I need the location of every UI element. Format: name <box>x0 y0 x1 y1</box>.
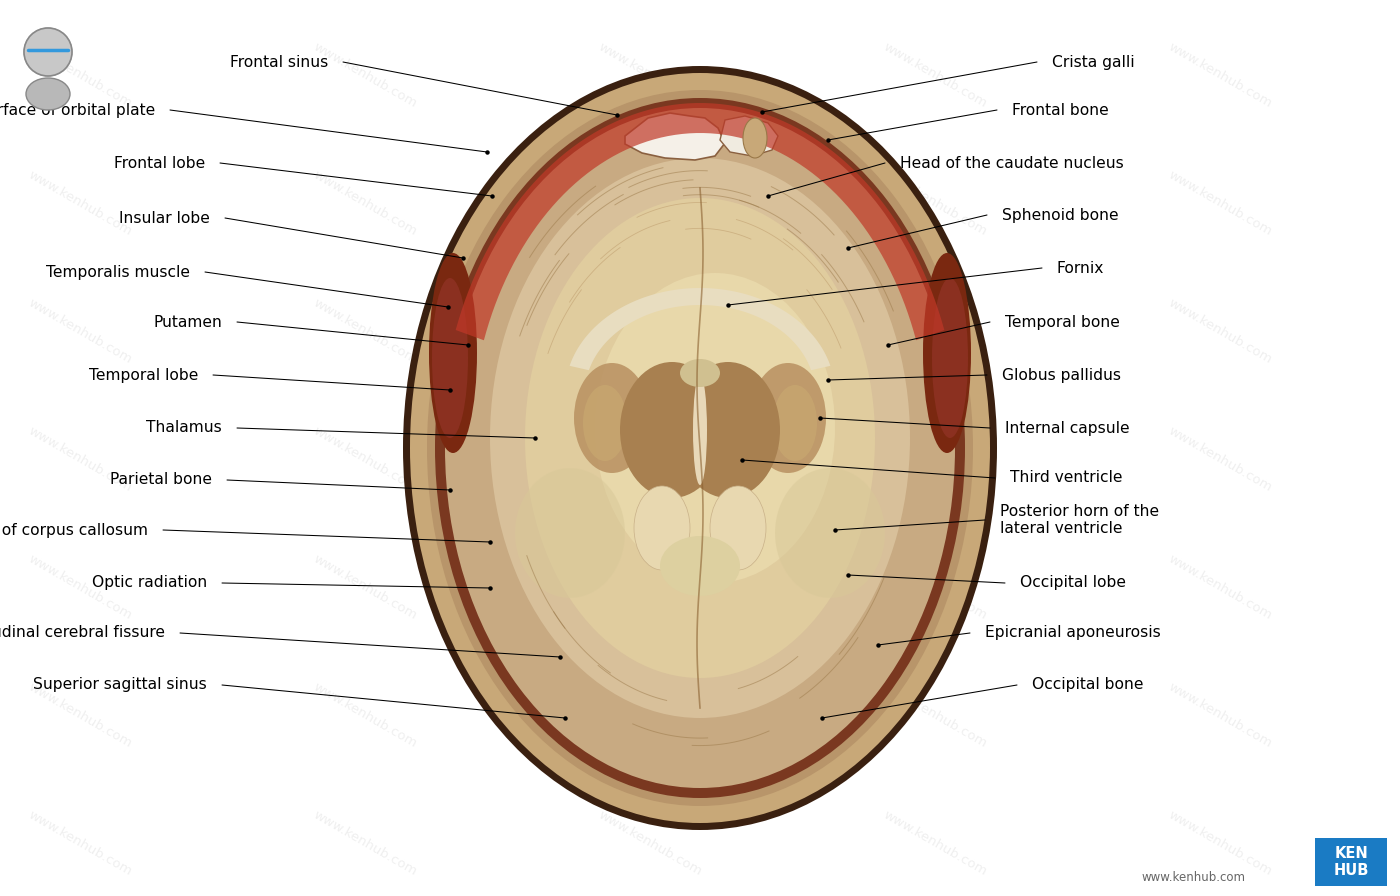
Ellipse shape <box>515 468 624 598</box>
Text: www.kenhub.com: www.kenhub.com <box>1166 680 1274 750</box>
Ellipse shape <box>773 385 818 461</box>
Text: Thalamus: Thalamus <box>146 420 223 435</box>
Text: www.kenhub.com: www.kenhub.com <box>881 296 990 366</box>
Text: Globus pallidus: Globus pallidus <box>1002 367 1121 383</box>
Text: Temporalis muscle: Temporalis muscle <box>46 264 190 280</box>
Text: www.kenhub.com: www.kenhub.com <box>1166 552 1274 622</box>
Text: Frontal sinus: Frontal sinus <box>230 55 328 70</box>
Ellipse shape <box>595 273 834 583</box>
Text: Putamen: Putamen <box>153 314 223 330</box>
Text: www.kenhub.com: www.kenhub.com <box>1166 40 1274 110</box>
Text: www.kenhub.com: www.kenhub.com <box>25 808 134 878</box>
Ellipse shape <box>750 363 826 473</box>
Text: Fornix: Fornix <box>1057 261 1105 275</box>
Ellipse shape <box>743 118 767 158</box>
Text: www.kenhub.com: www.kenhub.com <box>881 552 990 622</box>
Text: www.kenhub.com: www.kenhub.com <box>1141 872 1245 884</box>
Text: Superior surface of orbital plate: Superior surface of orbital plate <box>0 102 155 117</box>
Text: www.kenhub.com: www.kenhub.com <box>596 168 704 238</box>
Text: Temporal bone: Temporal bone <box>1005 314 1120 330</box>
Text: Crista galli: Crista galli <box>1051 55 1134 70</box>
Text: Frontal lobe: Frontal lobe <box>113 156 204 170</box>
Ellipse shape <box>433 278 468 438</box>
Text: www.kenhub.com: www.kenhub.com <box>881 40 990 110</box>
Text: www.kenhub.com: www.kenhub.com <box>881 424 990 494</box>
Text: Splenium of corpus callosum: Splenium of corpus callosum <box>0 522 148 538</box>
FancyBboxPatch shape <box>1315 838 1387 886</box>
Text: www.kenhub.com: www.kenhub.com <box>881 808 990 878</box>
Text: KEN
HUB: KEN HUB <box>1333 846 1369 878</box>
Text: www.kenhub.com: www.kenhub.com <box>25 40 134 110</box>
Ellipse shape <box>445 108 955 788</box>
Text: Sphenoid bone: Sphenoid bone <box>1002 208 1119 222</box>
Polygon shape <box>720 116 778 156</box>
Text: www.kenhub.com: www.kenhub.com <box>1166 808 1274 878</box>
Text: Optic radiation: Optic radiation <box>92 575 207 590</box>
Text: www.kenhub.com: www.kenhub.com <box>1166 168 1274 238</box>
Ellipse shape <box>776 468 885 598</box>
Ellipse shape <box>574 363 650 473</box>
Text: www.kenhub.com: www.kenhub.com <box>311 680 419 750</box>
Text: www.kenhub.com: www.kenhub.com <box>25 680 134 750</box>
Text: www.kenhub.com: www.kenhub.com <box>311 424 419 494</box>
Text: Third ventricle: Third ventricle <box>1009 470 1123 486</box>
Text: www.kenhub.com: www.kenhub.com <box>596 808 704 878</box>
Text: www.kenhub.com: www.kenhub.com <box>1166 424 1274 494</box>
Text: Occipital bone: Occipital bone <box>1032 677 1144 693</box>
Ellipse shape <box>428 253 477 453</box>
Circle shape <box>24 28 71 76</box>
Text: Posterior horn of the
lateral ventricle: Posterior horn of the lateral ventricle <box>1000 504 1159 536</box>
Text: www.kenhub.com: www.kenhub.com <box>1166 296 1274 366</box>
Text: www.kenhub.com: www.kenhub.com <box>25 296 134 366</box>
Text: www.kenhub.com: www.kenhub.com <box>311 808 419 878</box>
Text: Occipital lobe: Occipital lobe <box>1021 575 1126 590</box>
Ellipse shape <box>620 362 724 498</box>
Text: Frontal bone: Frontal bone <box>1012 102 1109 117</box>
Text: www.kenhub.com: www.kenhub.com <box>311 552 419 622</box>
Text: www.kenhub.com: www.kenhub.com <box>25 168 134 238</box>
Text: Head of the caudate nucleus: Head of the caudate nucleus <box>900 156 1124 170</box>
Ellipse shape <box>27 78 70 110</box>
Text: Epicranial aponeurosis: Epicranial aponeurosis <box>986 625 1161 641</box>
Text: Temporal lobe: Temporal lobe <box>88 367 197 383</box>
Ellipse shape <box>659 536 741 596</box>
Polygon shape <box>624 113 725 160</box>
Ellipse shape <box>680 359 720 387</box>
Text: www.kenhub.com: www.kenhub.com <box>881 168 990 238</box>
Ellipse shape <box>525 198 875 678</box>
Ellipse shape <box>676 362 780 498</box>
Text: www.kenhub.com: www.kenhub.com <box>881 680 990 750</box>
Text: www.kenhub.com: www.kenhub.com <box>596 40 704 110</box>
Text: www.kenhub.com: www.kenhub.com <box>311 40 419 110</box>
Ellipse shape <box>634 486 690 570</box>
Polygon shape <box>455 103 945 340</box>
Text: www.kenhub.com: www.kenhub.com <box>596 680 704 750</box>
Ellipse shape <box>403 66 997 830</box>
Ellipse shape <box>693 375 707 485</box>
Text: www.kenhub.com: www.kenhub.com <box>25 424 134 494</box>
Ellipse shape <box>582 385 627 461</box>
Ellipse shape <box>490 158 910 718</box>
Text: www.kenhub.com: www.kenhub.com <box>311 296 419 366</box>
Text: www.kenhub.com: www.kenhub.com <box>596 296 704 366</box>
Ellipse shape <box>435 98 965 798</box>
Text: Superior sagittal sinus: Superior sagittal sinus <box>34 677 207 693</box>
Text: www.kenhub.com: www.kenhub.com <box>596 552 704 622</box>
Ellipse shape <box>410 73 990 823</box>
Text: www.kenhub.com: www.kenhub.com <box>25 552 134 622</box>
Polygon shape <box>570 288 830 370</box>
Text: Insular lobe: Insular lobe <box>119 211 210 226</box>
Ellipse shape <box>923 253 972 453</box>
Ellipse shape <box>932 278 967 438</box>
Text: www.kenhub.com: www.kenhub.com <box>311 168 419 238</box>
Text: Internal capsule: Internal capsule <box>1005 420 1130 435</box>
Text: Parietal bone: Parietal bone <box>111 472 211 487</box>
Ellipse shape <box>427 90 973 806</box>
Ellipse shape <box>710 486 766 570</box>
Text: www.kenhub.com: www.kenhub.com <box>596 424 704 494</box>
Text: Longitudinal cerebral fissure: Longitudinal cerebral fissure <box>0 625 165 641</box>
